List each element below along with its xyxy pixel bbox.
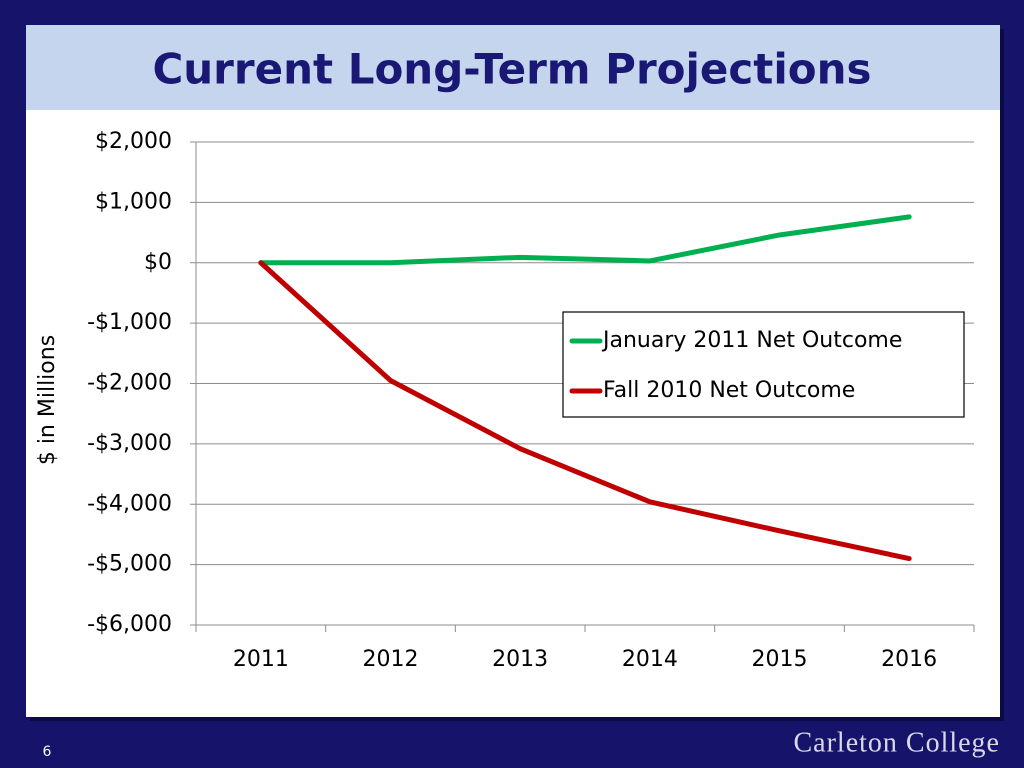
y-tick-label: -$4,000 — [87, 491, 172, 516]
title-band — [26, 25, 1000, 110]
y-tick-label: -$1,000 — [87, 310, 172, 335]
y-tick-label: $0 — [144, 250, 172, 275]
slide-title: Current Long-Term Projections — [152, 45, 871, 94]
x-tick-label: 2014 — [622, 647, 678, 672]
x-tick-label: 2013 — [492, 647, 548, 672]
x-tick-label: 2012 — [363, 647, 419, 672]
y-tick-label: $1,000 — [95, 189, 172, 214]
series-line — [258, 260, 912, 562]
y-axis-label: $ in Millions — [35, 335, 60, 465]
page-number: 6 — [43, 744, 52, 760]
legend-label: Fall 2010 Net Outcome — [603, 378, 855, 403]
x-tick-label: 2015 — [752, 647, 808, 672]
x-tick-label: 2016 — [881, 647, 937, 672]
legend-label: January 2011 Net Outcome — [601, 328, 902, 353]
y-tick-label: -$2,000 — [87, 371, 172, 396]
y-tick-label: -$6,000 — [87, 612, 172, 637]
x-tick-label: 2011 — [233, 647, 289, 672]
series-line — [258, 214, 912, 266]
y-tick-label: -$3,000 — [87, 431, 172, 456]
legend — [562, 311, 965, 418]
y-tick-label: -$5,000 — [87, 552, 172, 577]
y-tick-label: $2,000 — [95, 129, 172, 154]
institution-name: Carleton College — [793, 727, 1000, 758]
